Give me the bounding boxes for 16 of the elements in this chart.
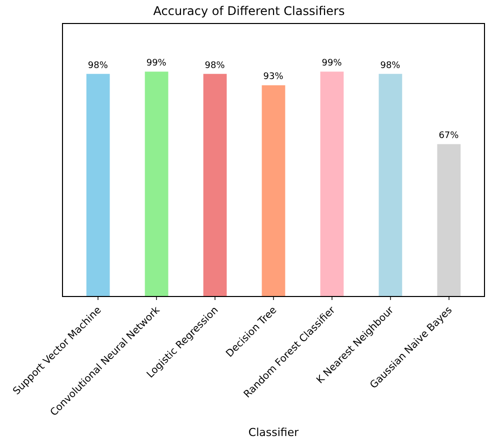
- bar: [320, 72, 344, 296]
- bar: [86, 74, 110, 296]
- x-axis-title: Classifier: [248, 426, 300, 439]
- data-label: 99%: [146, 58, 167, 69]
- bar: [378, 74, 402, 296]
- data-label: 98%: [204, 60, 226, 71]
- data-label: 98%: [88, 60, 108, 71]
- bar: [203, 74, 227, 296]
- bar: [262, 85, 286, 296]
- data-label: 93%: [263, 72, 284, 82]
- bar: [437, 144, 461, 296]
- chart-title: Accuracy of Different Classifiers: [153, 4, 345, 18]
- bar: [144, 72, 168, 296]
- data-label: 99%: [322, 58, 342, 69]
- data-label: 98%: [380, 60, 401, 71]
- data-label: 67%: [438, 131, 460, 142]
